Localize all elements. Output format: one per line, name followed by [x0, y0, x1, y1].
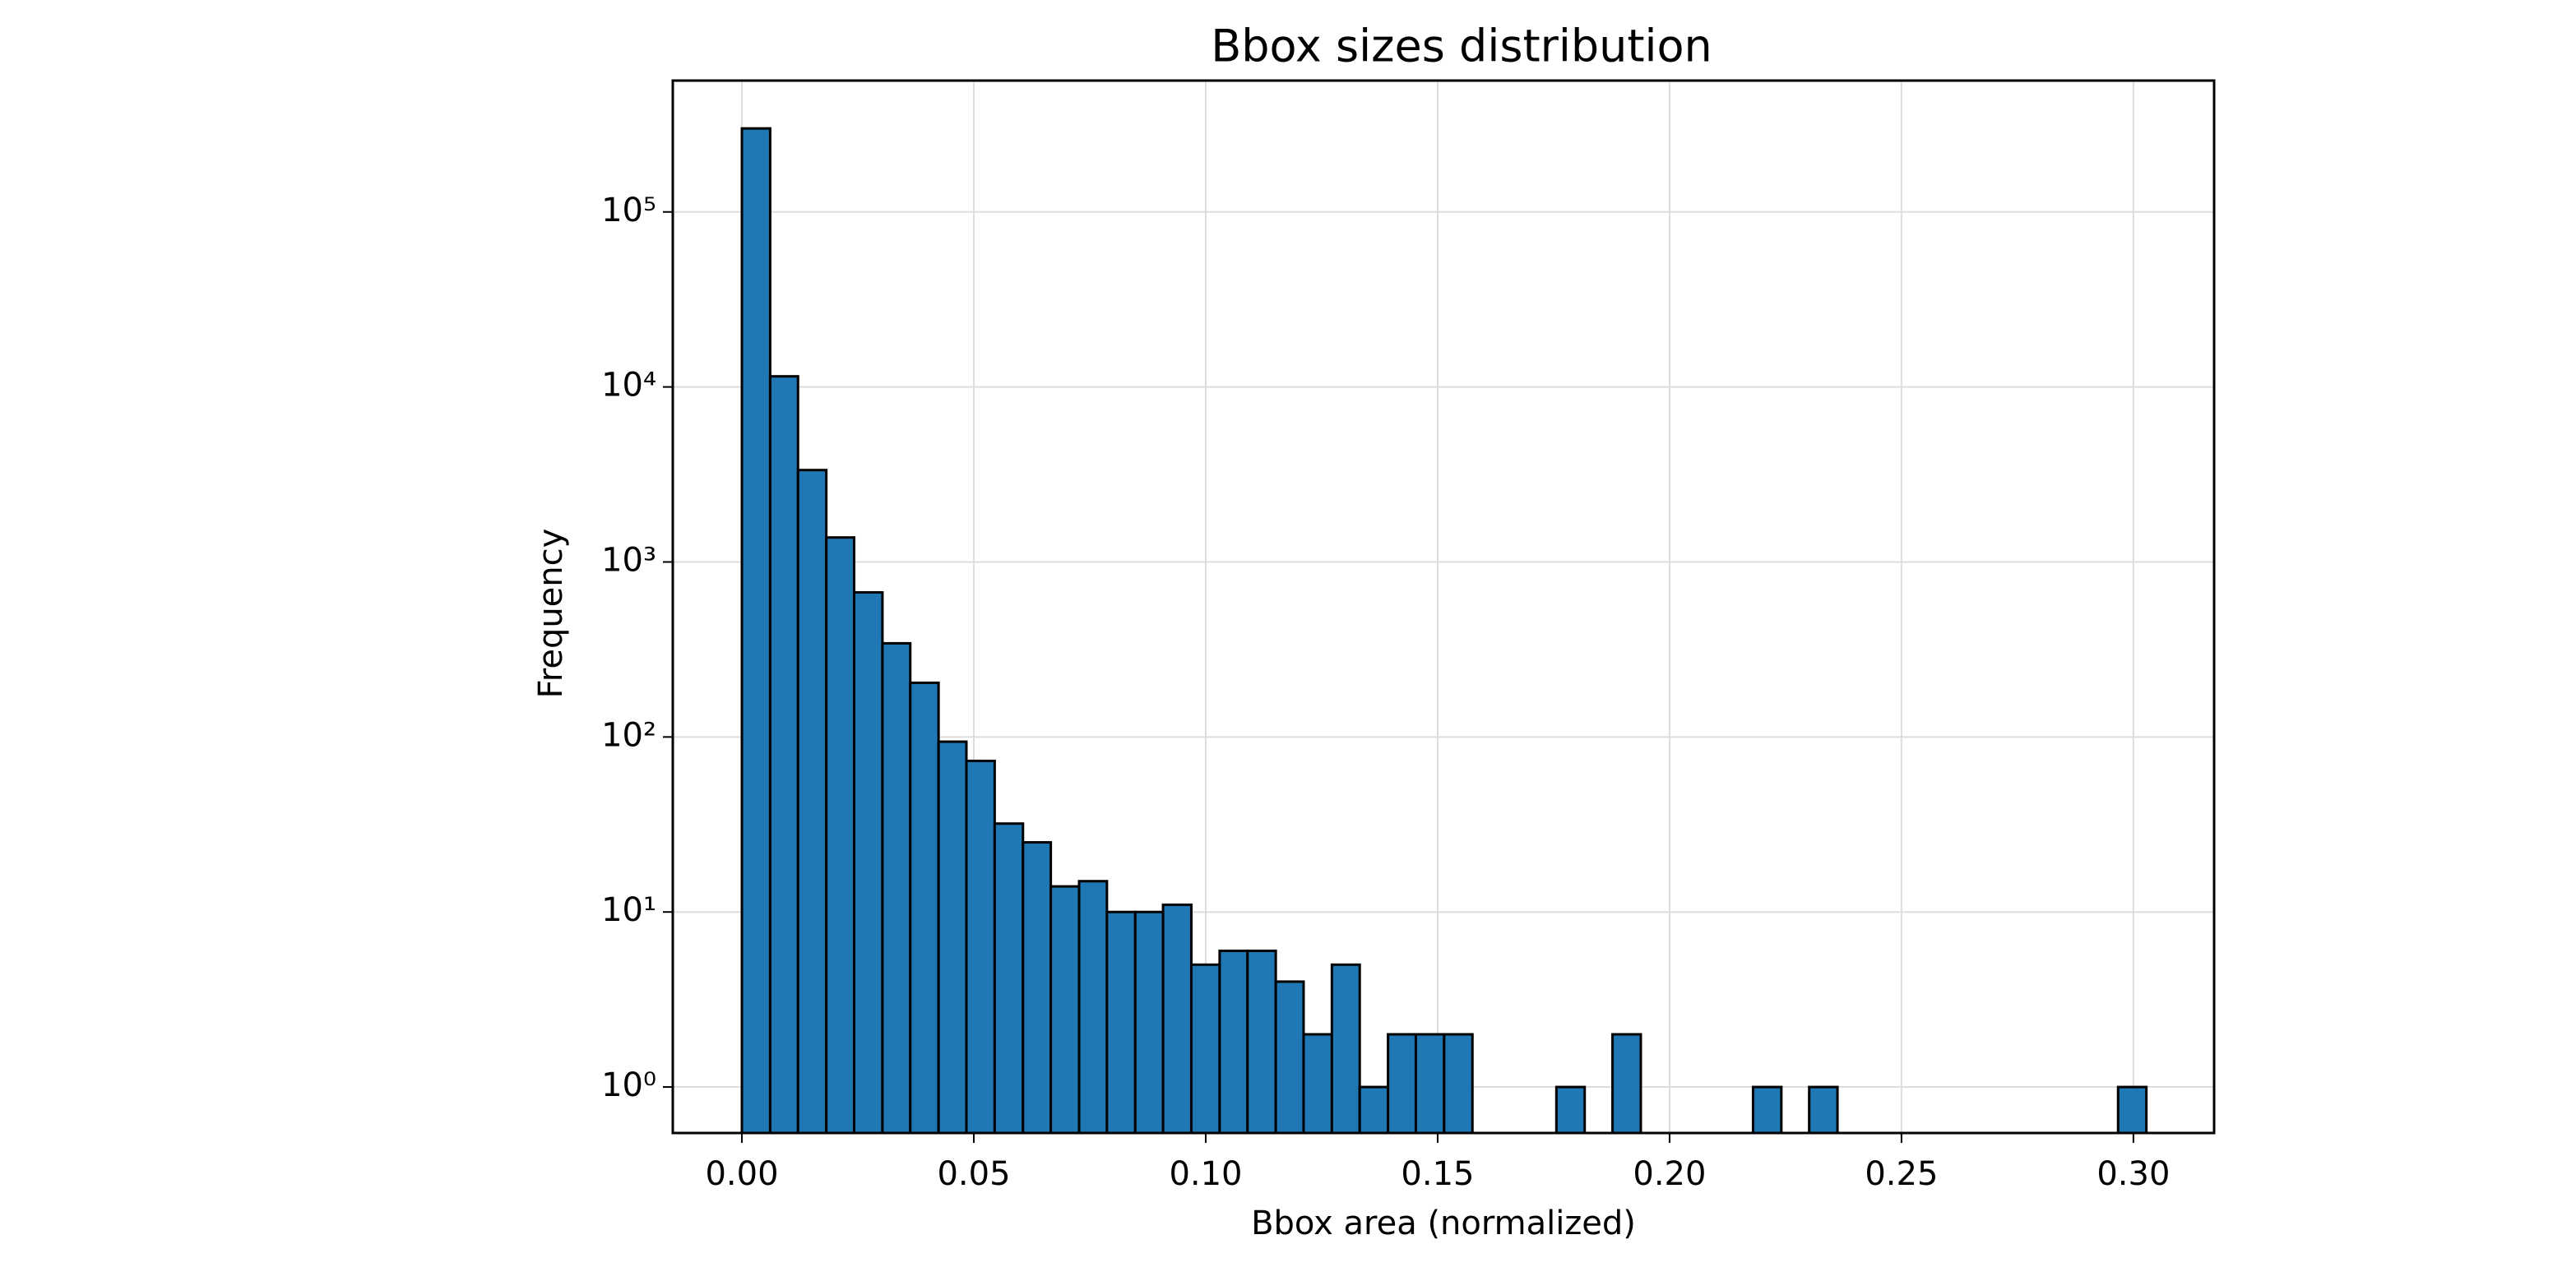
bar	[2116, 1085, 2148, 1135]
bar	[1302, 1033, 1333, 1135]
bar	[1218, 949, 1249, 1135]
bar	[1022, 840, 1053, 1135]
bar	[796, 469, 828, 1135]
bar	[1611, 1033, 1642, 1135]
y-tick-label: 10²	[601, 716, 656, 754]
bar	[1358, 1085, 1390, 1135]
x-tick-label: 0.00	[705, 1155, 778, 1193]
bar	[881, 641, 912, 1135]
x-tick-label: 0.15	[1401, 1155, 1474, 1193]
bar	[1330, 963, 1361, 1135]
y-tick-label: 10³	[601, 541, 656, 579]
bar	[1274, 980, 1305, 1135]
bar	[1161, 903, 1193, 1135]
x-axis-label: Bbox area (normalized)	[1251, 1205, 1636, 1242]
chart-title: Bbox sizes distribution	[1211, 21, 1712, 72]
x-tick-label: 0.30	[2096, 1155, 2170, 1193]
x-tick-label: 0.10	[1169, 1155, 1242, 1193]
bar	[1443, 1033, 1474, 1135]
bar	[1049, 885, 1081, 1135]
y-tick-label: 10⁵	[601, 192, 656, 229]
bar	[825, 536, 856, 1135]
bar	[768, 375, 799, 1135]
bar	[937, 740, 968, 1135]
bar	[1189, 963, 1221, 1135]
bar	[1133, 910, 1165, 1135]
bar	[740, 127, 771, 1135]
x-tick-label: 0.05	[937, 1155, 1010, 1193]
x-tick-label: 0.25	[1865, 1155, 1938, 1193]
bar	[853, 590, 884, 1135]
y-tick-label: 10⁴	[601, 367, 656, 405]
bar	[993, 822, 1025, 1135]
bar	[965, 759, 996, 1135]
y-tick-label: 10⁰	[601, 1066, 656, 1104]
bar	[1387, 1033, 1417, 1135]
bar	[1751, 1085, 1783, 1135]
y-tick-label: 10¹	[601, 891, 656, 929]
bar	[909, 681, 940, 1135]
bar	[1554, 1085, 1587, 1135]
y-axis-label: Frequency	[532, 529, 570, 699]
bar	[1808, 1085, 1839, 1135]
bar	[1246, 949, 1277, 1135]
bar	[1105, 910, 1137, 1135]
x-tick-label: 0.20	[1633, 1155, 1706, 1193]
bar	[1414, 1033, 1446, 1135]
bar	[1077, 880, 1109, 1135]
plot-frame	[671, 79, 2216, 1135]
